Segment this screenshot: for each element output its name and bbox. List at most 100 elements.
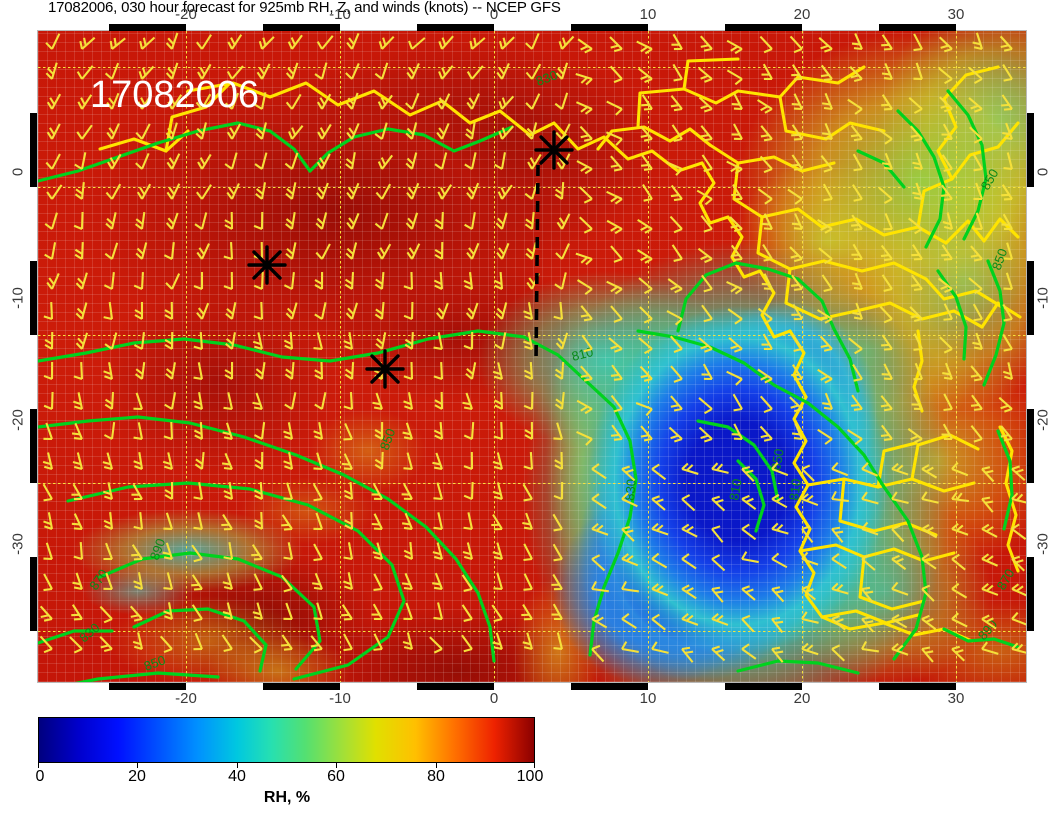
wind-barb [980,640,1002,655]
wind-barb [553,360,565,381]
wind-barb [43,209,58,231]
wind-barb [1010,641,1026,655]
wind-barb [722,69,744,87]
wind-barb [650,581,672,597]
wind-barb [877,362,894,384]
wind-barb [253,420,266,441]
wind-barb [404,239,421,261]
wind-barb [153,635,174,656]
wind-barb [1010,552,1026,572]
wind-barb [572,101,594,117]
wind-barb [373,179,392,201]
wind-barb [72,360,84,381]
wind-barb [132,270,144,291]
wind-barb [335,603,354,624]
wind-barb [223,210,234,231]
wind-barb [462,271,474,291]
geopotential-contour-layer [38,89,1020,682]
wind-barb [993,396,1014,416]
wind-barb [344,31,360,51]
y-tick-label: 0 [1034,167,1052,177]
wind-barb [632,218,654,236]
wind-barb [343,59,360,81]
wind-barb [950,581,972,599]
wind-barb [620,611,642,630]
graticule-lon-10 [648,31,649,682]
wind-barb [404,209,419,231]
wind-barb [38,605,54,625]
wind-barb [194,179,213,201]
wind-barb [313,239,331,261]
svg-text:830: 830 [534,67,560,89]
wind-barb [214,633,234,655]
wind-barb [551,301,564,321]
graticule-lon-m20 [186,31,187,682]
wind-barb [252,210,264,231]
wind-barb [164,209,179,231]
x-tick-label: 10 [639,690,657,707]
timestamp-overlay: 17082006 [90,74,260,116]
rh-colorbar[interactable] [38,717,535,763]
wind-barb [754,124,774,145]
wind-barb [134,360,146,381]
tickbar [1027,557,1034,631]
wind-barb [131,511,144,531]
wind-barb [284,179,297,201]
wind-barb [573,186,594,206]
wind-barb [246,572,264,594]
wind-barb [950,610,972,628]
wind-barb [38,572,54,594]
wind-barb [493,149,507,171]
wind-barb [404,149,418,171]
wind-barb [920,490,942,504]
wind-barb [464,299,479,321]
wind-barb [164,359,177,381]
wind-barb [605,364,624,385]
wind-barb [219,571,234,592]
wind-barb [872,128,894,147]
tickbar [725,683,802,690]
wind-barb [44,89,62,111]
wind-barb [224,179,241,201]
wind-barb [435,31,455,51]
cb-tick [534,763,535,768]
wind-barb [337,452,354,474]
wind-barb [877,212,894,234]
wind-barb [935,243,954,264]
transect-line [534,164,540,364]
wind-barb [848,272,864,293]
wind-barb [920,643,940,664]
wind-barb [97,542,114,563]
wind-barb [722,280,744,297]
wind-barb [463,149,477,171]
wind-barb [399,421,414,443]
wind-barb [521,301,534,322]
wind-barb [217,452,234,473]
tickbar [571,683,648,690]
wind-barb [964,245,984,265]
wind-barb [464,179,480,201]
wind-barb [219,391,234,412]
wind-barb [998,122,1014,143]
wind-barb [770,521,792,535]
wind-barb [740,550,762,564]
tickbar [417,24,494,31]
wind-barb [432,360,444,381]
wind-barb [462,450,474,471]
colorbar-title: RH, % [263,789,311,806]
wind-barb [134,239,148,261]
wind-barb [429,601,444,622]
wind-barb [620,523,640,543]
wind-barb [73,240,84,261]
wind-barb [572,72,594,87]
wind-barb [521,450,534,471]
wind-barb [845,183,864,205]
wind-barb [67,512,84,534]
wind-barb [604,155,624,175]
wind-barb [38,541,54,563]
wind-barb [516,603,534,624]
wind-barb [680,582,702,600]
wind-barb [44,119,61,141]
wind-barb [968,331,984,353]
wind-barb [133,119,151,141]
